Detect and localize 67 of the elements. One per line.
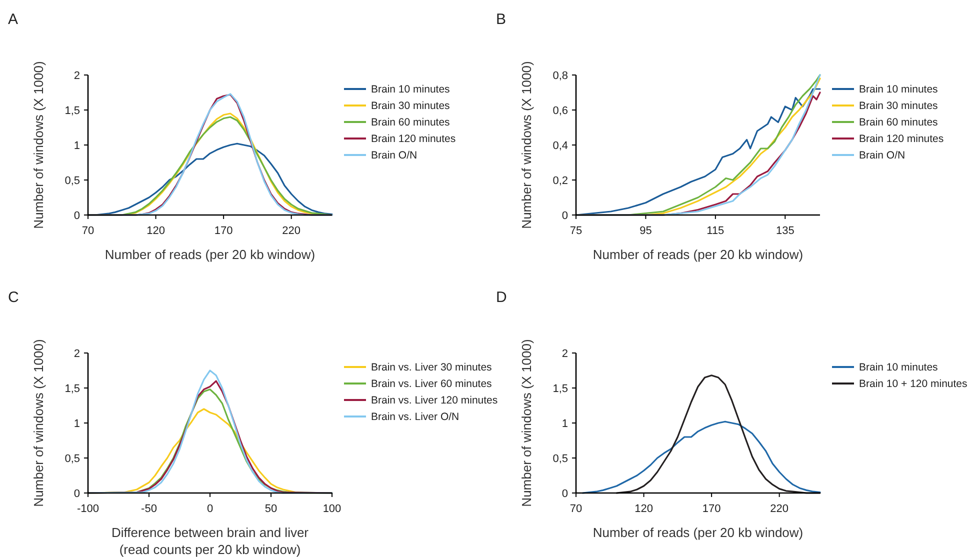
- line-series: [582, 420, 821, 494]
- x-tick-label: 170: [702, 503, 721, 515]
- y-tick-label: 1: [74, 418, 80, 430]
- y-tick-label: 2: [562, 348, 568, 360]
- legend-label: Brain vs. Liver 30 minutes: [371, 362, 492, 374]
- y-axis-title: Number of windows (X 1000): [31, 61, 46, 229]
- x-tick-label: 70: [570, 503, 582, 515]
- y-axis-title: Number of windows (X 1000): [519, 61, 534, 229]
- x-tick-label: 100: [322, 503, 342, 515]
- legend-label: Brain vs. Liver O/N: [371, 411, 460, 424]
- x-tick-label: 120: [634, 503, 653, 515]
- y-tick-label: 1,5: [64, 382, 80, 395]
- y-tick-label: 0: [562, 488, 568, 500]
- y-tick-label: 1: [562, 418, 568, 430]
- x-axis-title: Number of reads (per 20 kb window): [592, 525, 804, 540]
- y-tick-label: 0: [74, 488, 80, 500]
- line-series: [616, 374, 821, 494]
- y-tick-label: 0,8: [552, 70, 568, 82]
- x-tick-label: 115: [706, 225, 724, 237]
- y-axis-title: Number of windows (X 1000): [519, 339, 534, 507]
- legend-label: Brain 120 minutes: [859, 133, 944, 146]
- y-tick-label: 0,2: [552, 174, 568, 187]
- x-tick-label: -50: [141, 503, 157, 515]
- legend-label: Brain 10 minutes: [371, 84, 450, 96]
- x-tick-label: 170: [214, 225, 233, 237]
- legend-label: Brain 10 + 120 minutes: [859, 378, 968, 390]
- y-tick-label: 0,5: [552, 452, 568, 465]
- chart-title: A: [8, 11, 18, 28]
- legend-label: Brain vs. Liver 120 minutes: [371, 394, 498, 407]
- x-axis-title: Number of reads (per 20 kb window): [592, 247, 804, 262]
- x-tick-label: 120: [146, 225, 165, 237]
- y-tick-label: 1,5: [552, 382, 568, 395]
- legend-label: Brain 120 minutes: [371, 133, 456, 146]
- legend-label: Brain O/N: [859, 150, 906, 162]
- x-tick-label: 75: [570, 225, 582, 237]
- legend-label: Brain 30 minutes: [859, 100, 938, 112]
- x-tick-label: 95: [640, 225, 652, 237]
- legend-label: Brain 30 minutes: [371, 100, 450, 112]
- chart-title: C: [8, 289, 19, 306]
- legend-label: Brain 10 minutes: [859, 362, 938, 374]
- legend-label: Brain 60 minutes: [371, 116, 450, 129]
- x-tick-label: 0: [206, 503, 214, 515]
- x-tick-label: 135: [776, 225, 794, 237]
- y-tick-label: 1: [74, 140, 80, 152]
- legend-label: Brain 10 minutes: [859, 84, 938, 96]
- x-axis-title: Number of reads (per 20 kb window): [104, 247, 316, 262]
- x-axis-title: Difference between brain and liver (read counts per 20 kb window): [111, 525, 310, 557]
- y-tick-label: 0,5: [64, 452, 80, 465]
- y-tick-label: 2: [74, 348, 80, 360]
- x-tick-label: -100: [76, 503, 100, 515]
- chart-title: B: [496, 11, 506, 28]
- x-tick-label: 50: [264, 503, 278, 515]
- x-tick-label: 220: [770, 503, 789, 515]
- legend-label: Brain vs. Liver 60 minutes: [371, 378, 492, 390]
- y-tick-label: 2: [74, 70, 80, 82]
- y-tick-label: 0,4: [552, 140, 568, 152]
- x-tick-label: 220: [282, 225, 301, 237]
- y-tick-label: 0: [562, 210, 568, 222]
- y-tick-label: 0,6: [552, 104, 568, 117]
- legend-label: Brain 60 minutes: [859, 116, 938, 129]
- y-tick-label: 0,5: [64, 174, 80, 187]
- y-tick-label: 0: [74, 210, 80, 222]
- x-tick-label: 70: [82, 225, 94, 237]
- y-axis-title: Number of windows (X 1000): [31, 339, 46, 507]
- legend-label: Brain O/N: [371, 150, 418, 162]
- chart-title: D: [496, 289, 507, 306]
- y-tick-label: 1,5: [64, 104, 80, 117]
